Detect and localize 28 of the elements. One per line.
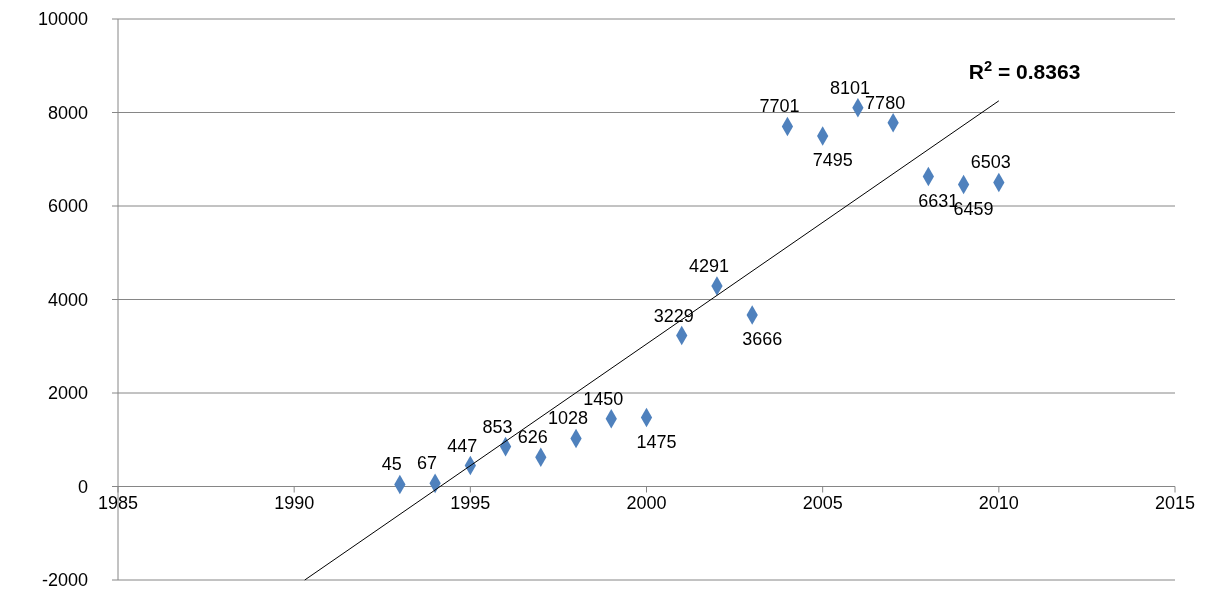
y-tick-label: 6000 [47,196,88,217]
data-label: 853 [482,416,513,437]
y-tick-label: 4000 [47,289,88,310]
data-label: 626 [517,427,548,448]
x-tick-label: 2010 [978,492,1019,513]
x-tick-label: 1985 [97,492,139,513]
x-tick-label: 1995 [450,492,491,513]
data-label: 7495 [812,150,853,171]
data-label: 45 [381,454,402,475]
data-label: 4291 [688,255,729,276]
x-tick-label: 1990 [274,492,315,513]
data-label: 7701 [759,96,800,117]
y-tick-label: 2000 [47,383,88,404]
y-tick-label: 8000 [47,102,88,123]
data-label: 3666 [742,329,783,350]
x-tick-label: 2005 [802,492,843,513]
data-label: 1028 [548,408,589,429]
annotation: R$^{2}$ = 0.8363 [968,57,1081,83]
y-tick-label: 10000 [37,9,88,30]
y-tick-label: -2000 [41,570,88,591]
x-tick-label: 2015 [1154,492,1196,513]
data-label: 6503 [970,152,1011,173]
data-label: 447 [447,435,478,456]
data-label: 67 [417,453,438,474]
x-tick-label: 2000 [626,492,667,513]
data-label: 1450 [583,388,624,409]
y-tick-label: 0 [77,476,88,497]
data-label: 1475 [636,431,677,452]
